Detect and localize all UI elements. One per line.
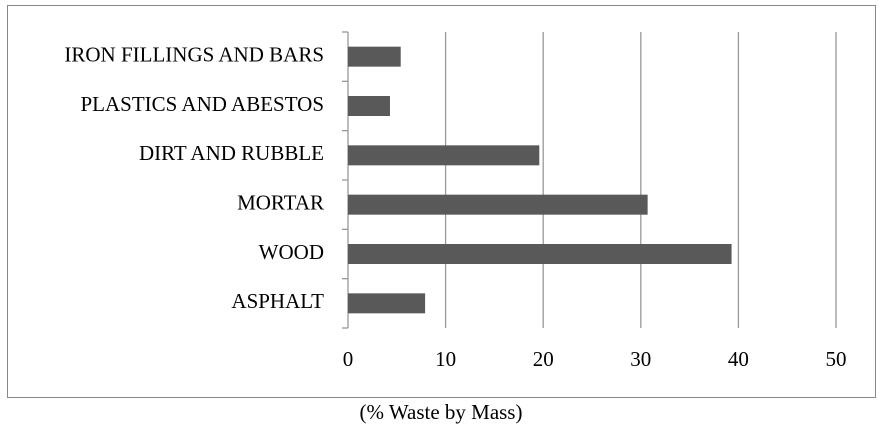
bar xyxy=(348,194,648,215)
bar xyxy=(348,293,426,314)
y-tick-label: MORTAR xyxy=(237,190,324,214)
bar xyxy=(348,244,732,264)
y-tick-label: PLASTICS AND ABESTOS xyxy=(80,92,324,116)
x-tick-label: 30 xyxy=(630,347,651,371)
bar xyxy=(348,46,401,67)
y-tick-label: DIRT AND RUBBLE xyxy=(139,141,324,165)
x-tick-label: 10 xyxy=(435,347,456,371)
x-tick-label: 50 xyxy=(826,347,847,371)
y-tick-label: ASPHALT xyxy=(231,289,324,313)
bar xyxy=(348,96,390,116)
x-tick-label: 0 xyxy=(343,347,354,371)
y-tick-label: IRON FILLINGS AND BARS xyxy=(64,42,324,66)
x-tick-label: 40 xyxy=(728,347,749,371)
bar xyxy=(348,145,540,166)
x-axis-label: (% Waste by Mass) xyxy=(360,400,523,424)
chart-border xyxy=(7,5,876,398)
y-tick-label: WOOD xyxy=(259,240,324,264)
x-tick-label: 20 xyxy=(533,347,554,371)
